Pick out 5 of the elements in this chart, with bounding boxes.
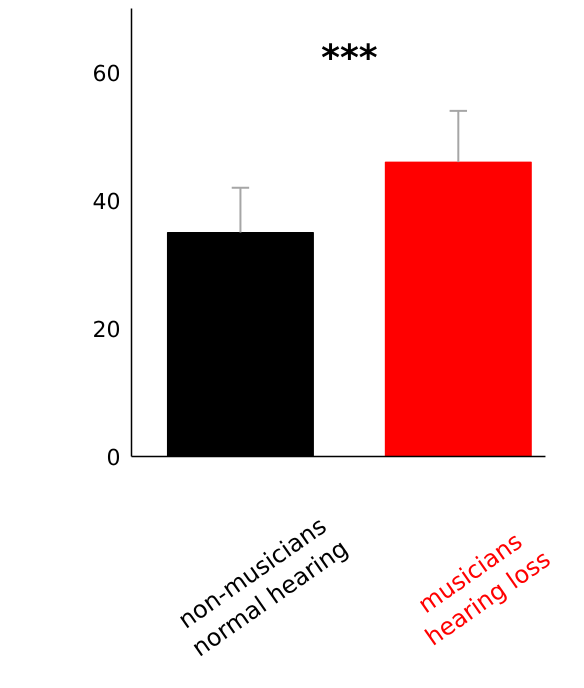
- annotation: ***: [321, 38, 378, 79]
- y-tick-label: 60: [92, 62, 121, 87]
- y-tick-label: 20: [92, 318, 121, 343]
- y-tick-label: 0: [106, 446, 121, 471]
- y-tick-label: 40: [92, 190, 121, 215]
